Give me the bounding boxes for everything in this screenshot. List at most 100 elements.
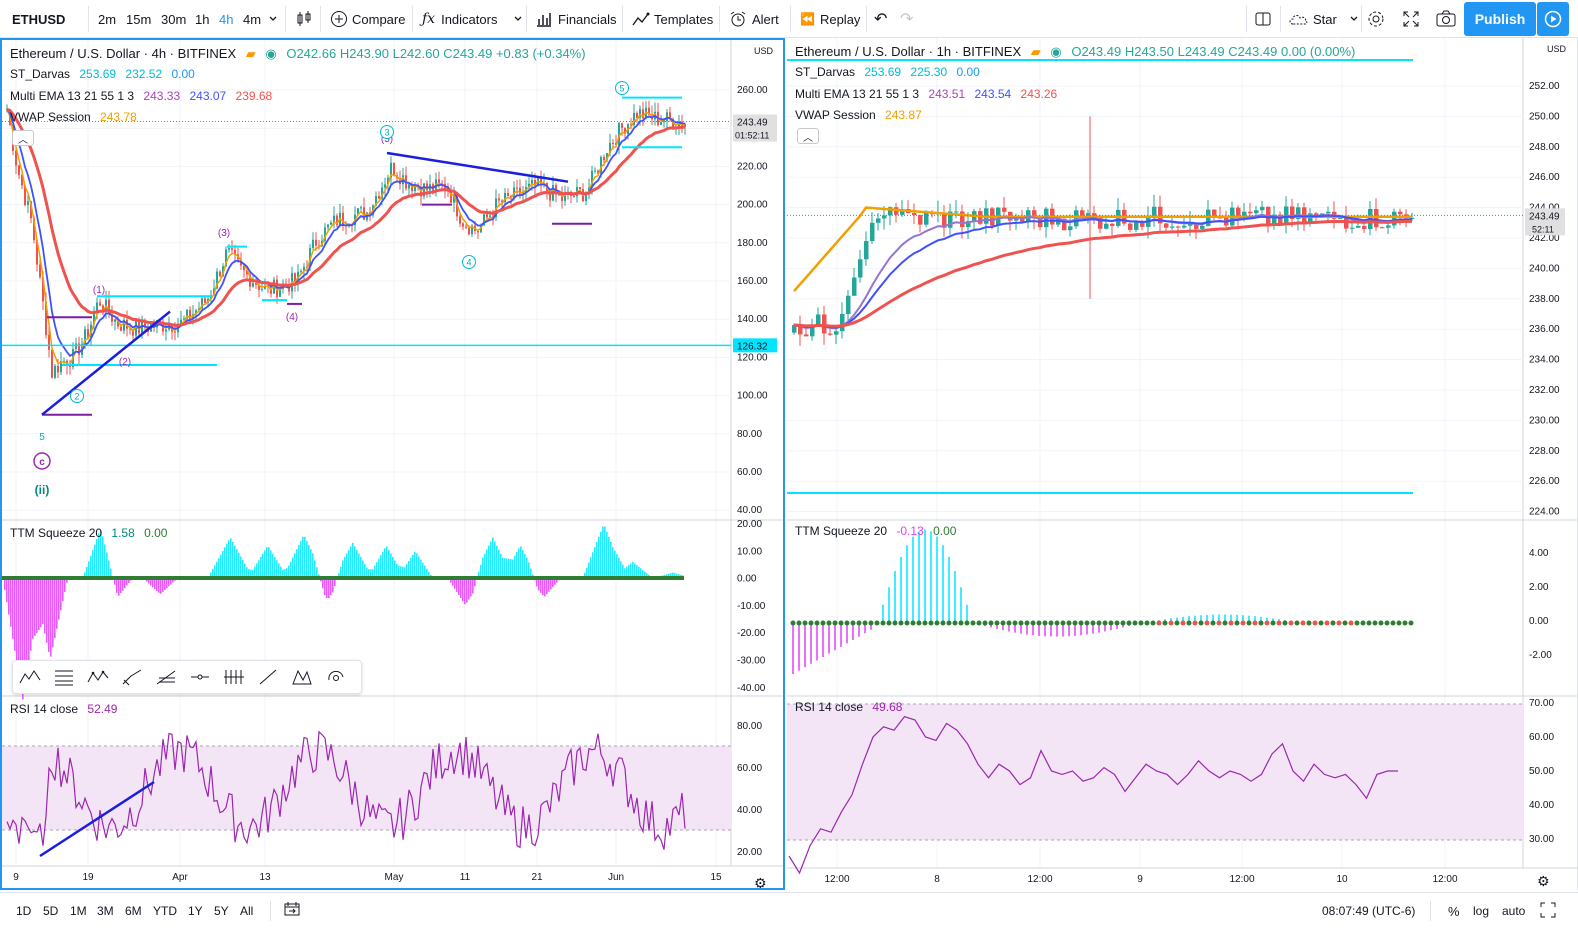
rewind-icon: ⏪ bbox=[800, 12, 815, 26]
right-symbol-title[interactable]: Ethereum / U.S. Dollar · 1h · BITFINEX bbox=[795, 44, 1022, 59]
candle-body bbox=[453, 194, 455, 203]
candle-body bbox=[621, 123, 623, 128]
horizontal-ray-icon[interactable] bbox=[183, 662, 217, 692]
interval-30m[interactable]: 30m bbox=[161, 11, 187, 27]
auto-toggle[interactable]: auto bbox=[1502, 904, 1526, 918]
right-settings-gear-icon[interactable]: ⚙ bbox=[1537, 873, 1550, 889]
interval-15m[interactable]: 15m bbox=[126, 11, 152, 27]
flag-icon[interactable]: ▰ bbox=[1030, 44, 1041, 59]
play-icon[interactable] bbox=[1537, 2, 1569, 36]
left-chart-canvas[interactable]: 260.00240.00220.00200.00180.00160.00140.… bbox=[2, 40, 783, 888]
squeeze-bar bbox=[474, 578, 476, 587]
right-legend-squeeze[interactable]: TTM Squeeze 20 -0.13 0.00 bbox=[795, 524, 962, 538]
brush-icon[interactable] bbox=[115, 662, 149, 692]
settings-gear-icon[interactable] bbox=[1367, 0, 1385, 38]
rsi-trendline bbox=[39, 780, 155, 858]
interval-1h[interactable]: 1h bbox=[195, 11, 210, 27]
right-legend-vwap[interactable]: VWAP Session 243.87 bbox=[795, 108, 928, 122]
redo-icon[interactable]: ↷ bbox=[900, 11, 914, 28]
interval-4m[interactable]: 4m bbox=[243, 11, 262, 27]
xabcd-pattern-icon[interactable] bbox=[285, 662, 319, 692]
cycle-icon[interactable] bbox=[319, 662, 353, 692]
left-symbol-title[interactable]: Ethereum / U.S. Dollar · 4h · BITFINEX bbox=[10, 46, 237, 61]
right-legend-ema[interactable]: Multi EMA 13 21 55 1 3 243.51 243.54 243… bbox=[795, 87, 1063, 101]
log-toggle[interactable]: log bbox=[1473, 904, 1490, 918]
replay-button[interactable]: ⏪ Replay bbox=[800, 0, 860, 38]
candle-body bbox=[186, 309, 188, 319]
indicators-button[interactable]: ƒx Indicators bbox=[422, 0, 523, 38]
squeeze-bar bbox=[220, 554, 222, 578]
squeeze-bar bbox=[528, 562, 530, 578]
range-5d[interactable]: 5D bbox=[43, 904, 59, 918]
right-legend-rsi[interactable]: RSI 14 close 49.68 bbox=[795, 700, 908, 714]
alert-button[interactable]: Alert bbox=[729, 0, 779, 38]
squeeze-bar bbox=[154, 578, 156, 590]
right-legend-darvas[interactable]: ST_Darvas 253.69 225.30 0.00 bbox=[795, 65, 986, 79]
candle-body bbox=[1242, 211, 1247, 217]
star-button[interactable]: Star bbox=[1288, 0, 1359, 38]
elliott-wave-icon[interactable] bbox=[13, 662, 47, 692]
expand-icon[interactable] bbox=[1539, 901, 1557, 922]
divider bbox=[285, 6, 286, 32]
price-axis-label: 226.00 bbox=[1529, 476, 1560, 487]
squeeze-bar bbox=[630, 563, 632, 578]
squeeze-bar bbox=[254, 566, 256, 578]
candle-body bbox=[870, 222, 875, 242]
candle-body bbox=[381, 187, 383, 199]
range-1d[interactable]: 1D bbox=[16, 904, 32, 918]
indicator-value: 243.33 bbox=[143, 89, 181, 103]
layout-icon[interactable] bbox=[1254, 0, 1272, 38]
publish-button[interactable]: Publish bbox=[1464, 2, 1536, 36]
candle-body bbox=[639, 109, 641, 119]
camera-icon[interactable] bbox=[1436, 0, 1456, 38]
candle-body bbox=[327, 224, 329, 228]
range-3m[interactable]: 3M bbox=[97, 904, 114, 918]
measure-icon[interactable] bbox=[217, 662, 251, 692]
left-legend-ema[interactable]: Multi EMA 13 21 55 1 3 243.33 243.07 239… bbox=[10, 89, 278, 103]
percent-toggle[interactable]: % bbox=[1448, 904, 1460, 919]
left-legend-squeeze[interactable]: TTM Squeeze 20 1.58 0.00 bbox=[10, 526, 173, 540]
collapse-legend-button[interactable]: ︿ bbox=[12, 130, 34, 146]
candle-body bbox=[42, 277, 44, 302]
flag-icon[interactable]: ▰ bbox=[245, 46, 256, 61]
squeeze-bar bbox=[84, 572, 86, 578]
clock[interactable]: 08:07:49 (UTC-6) bbox=[1322, 904, 1416, 918]
fib-retracement-icon[interactable] bbox=[47, 662, 81, 692]
range-all[interactable]: All bbox=[240, 904, 254, 918]
range-ytd[interactable]: YTD bbox=[153, 904, 177, 918]
range-6m[interactable]: 6M bbox=[125, 904, 142, 918]
chart-type-candles-icon[interactable] bbox=[295, 0, 313, 38]
right-chart[interactable]: 252.00 250.00 248.00 246.00 244.00 242.00 240.… bbox=[787, 38, 1578, 890]
left-settings-gear-icon[interactable]: ⚙ bbox=[754, 875, 767, 890]
trendline-icon[interactable] bbox=[251, 662, 285, 692]
squeeze-dot bbox=[1192, 620, 1198, 626]
pattern-icon[interactable] bbox=[81, 662, 115, 692]
range-1m[interactable]: 1M bbox=[70, 904, 87, 918]
left-legend-vwap[interactable]: VWAP Session 243.78 bbox=[10, 110, 143, 124]
interval-2m[interactable]: 2m bbox=[98, 11, 117, 27]
candle-body bbox=[1200, 225, 1205, 229]
templates-button[interactable]: Templates bbox=[632, 0, 713, 38]
candle-body bbox=[660, 122, 662, 125]
squeeze-dot bbox=[952, 620, 958, 626]
range-1y[interactable]: 1Y bbox=[188, 904, 203, 918]
interval-dropdown-icon[interactable] bbox=[268, 0, 278, 38]
left-legend-rsi[interactable]: RSI 14 close 52.49 bbox=[10, 702, 123, 716]
collapse-legend-button[interactable]: ︿ bbox=[797, 128, 819, 144]
left-legend-darvas[interactable]: ST_Darvas 253.69 232.52 0.00 bbox=[10, 67, 201, 81]
right-chart-canvas[interactable]: 252.00 250.00 248.00 246.00 244.00 242.00 240.… bbox=[787, 38, 1578, 890]
symbol-search[interactable]: ETHUSD bbox=[12, 11, 66, 27]
range-5y[interactable]: 5Y bbox=[214, 904, 229, 918]
goto-date-icon[interactable] bbox=[284, 901, 300, 920]
compare-button[interactable]: Compare bbox=[330, 0, 405, 38]
fullscreen-icon[interactable] bbox=[1402, 0, 1420, 38]
undo-icon[interactable]: ↶ bbox=[874, 11, 888, 28]
left-chart[interactable]: 260.00240.00220.00200.00180.00160.00140.… bbox=[0, 38, 785, 890]
time-axis-label: 12:00 bbox=[1432, 874, 1457, 885]
candle-body bbox=[834, 331, 839, 335]
pitchfork-icon[interactable] bbox=[149, 662, 183, 692]
wave-label: c bbox=[39, 457, 45, 468]
financials-button[interactable]: Financials bbox=[535, 0, 617, 38]
interval-4h[interactable]: 4h bbox=[219, 11, 234, 27]
candle-body bbox=[342, 212, 344, 225]
